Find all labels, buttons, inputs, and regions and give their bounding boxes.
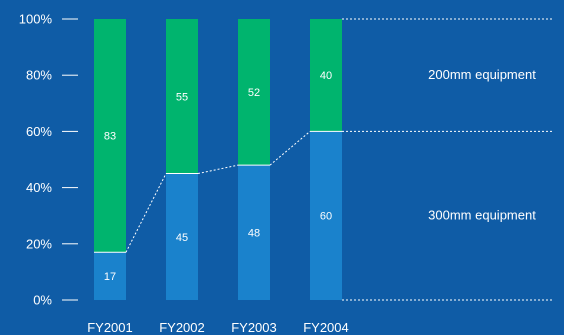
legend: 200mm equipment 300mm equipment [428,67,536,223]
x-category-label: FY2004 [303,320,349,335]
bar-segment-300mm [94,252,126,300]
y-tick-label: 0% [33,293,52,308]
data-label-300mm: 60 [320,211,332,223]
data-label-200mm: 83 [104,131,116,143]
connector-line [197,164,239,175]
data-label-200mm: 52 [248,87,260,99]
bar-group: 17 83 45 55 48 52 60 40 [94,19,342,300]
data-label-200mm: 40 [320,70,332,82]
x-category-label: FY2002 [159,320,205,335]
bar-segment-200mm [94,19,126,253]
data-label-300mm: 45 [176,232,188,244]
x-category-label: FY2001 [87,320,133,335]
y-tick-label: 40% [26,180,52,195]
bar-segment-300mm [238,165,270,300]
y-tick-label: 20% [26,236,52,251]
bar-segment-300mm [166,173,198,300]
bar-segment-300mm [310,131,342,300]
bar-segment-200mm [166,19,198,174]
connector-line [125,173,167,253]
data-label-300mm: 17 [104,271,116,283]
legend-label-300mm: 300mm equipment [428,208,536,223]
y-tick-label: 80% [26,68,52,83]
connector-line [269,131,311,166]
data-label-200mm: 55 [176,91,188,103]
bar-segment-200mm [310,19,342,132]
legend-label-200mm: 200mm equipment [428,67,536,82]
x-axis: FY2001 FY2002 FY2003 FY2004 [87,320,349,335]
connector-lines [125,131,311,253]
y-tick-label: 100% [19,12,53,27]
x-category-label: FY2003 [231,320,277,335]
y-tick-label: 60% [26,124,52,139]
y-axis: 0% 20% 40% 60% 80% 100% [19,12,78,308]
data-label-300mm: 48 [248,228,260,240]
bar-segment-200mm [238,19,270,166]
reference-lines [342,18,552,301]
